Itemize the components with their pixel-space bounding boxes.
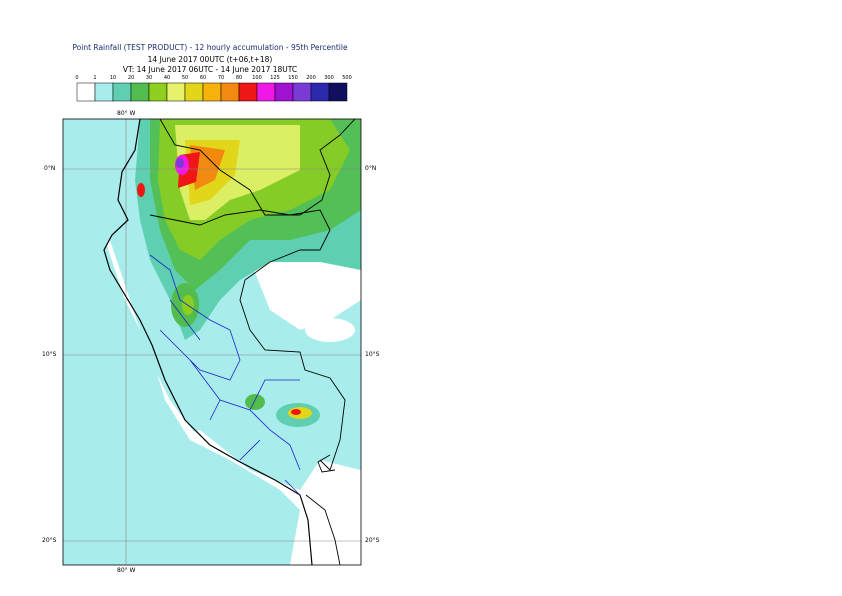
legend-swatch [166,82,186,102]
map-field [63,119,361,565]
legend-threshold-label: 500 [342,75,352,81]
legend-threshold-label: 300 [324,75,334,81]
lat-label-10-left: 10°S [42,351,57,358]
legend-threshold-label: 50 [181,75,189,81]
border-peru-brazil [149,209,346,471]
legend-swatch [328,82,348,102]
legend-threshold-label: 0 [75,75,79,81]
map-frame [62,118,362,566]
legend-swatch [94,82,114,102]
lat-label-10-right: 10°S [365,351,380,358]
purple-cell [176,158,184,168]
legend-threshold-label: 70 [217,75,225,81]
legend-threshold-label: 125 [270,75,280,81]
legend-threshold-label: 200 [306,75,316,81]
legend-threshold-label: 1 [93,75,97,81]
legend-swatch [256,82,276,102]
border-ecuador-colombia [159,119,356,216]
legend-threshold-label: 60 [199,75,207,81]
legend-swatch [274,82,294,102]
red-cell-coast [137,183,145,197]
legend-threshold-label: 150 [288,75,298,81]
legend-swatch [76,82,96,102]
lake-titicaca [317,454,336,473]
lat-label-20-right: 20°S [365,537,380,544]
legend-threshold-label: 100 [252,75,262,81]
map-title: Point Rainfall (TEST PRODUCT) - 12 hourl… [72,43,348,52]
base-time: 14 June 2017 00UTC (t+06,t+18) [147,55,273,64]
legend-swatch [112,82,132,102]
legend-colorbar [76,82,348,102]
lat-label-0-right: 0°N [365,165,377,172]
legend-threshold-label: 30 [145,75,153,81]
dry-patch-d [305,318,355,342]
lat-label-0-left: 0°N [44,165,56,172]
red-patch-c [291,409,301,415]
legend-swatch [184,82,204,102]
legend-swatch [202,82,222,102]
legend-threshold-label: 40 [163,75,171,81]
legend-swatch [310,82,330,102]
lat-label-20-left: 20°S [42,537,57,544]
legend-swatch [238,82,258,102]
coastline [103,119,313,565]
legend-threshold-label: 20 [127,75,135,81]
border-bolivia-chile [305,494,341,565]
legend-swatch [148,82,168,102]
legend-swatch [130,82,150,102]
valid-time: VT: 14 June 2017 06UTC - 14 June 2017 18… [122,65,298,74]
legend-swatch [220,82,240,102]
green-patch-b [245,394,265,410]
department-borders [149,254,301,496]
legend-threshold-label: 80 [235,75,243,81]
legend-swatch [292,82,312,102]
ocean-zone [63,119,300,565]
lon-label-bottom: 80° W [117,567,136,574]
legend-threshold-label: 10 [109,75,117,81]
lon-label-top: 80° W [117,110,136,117]
